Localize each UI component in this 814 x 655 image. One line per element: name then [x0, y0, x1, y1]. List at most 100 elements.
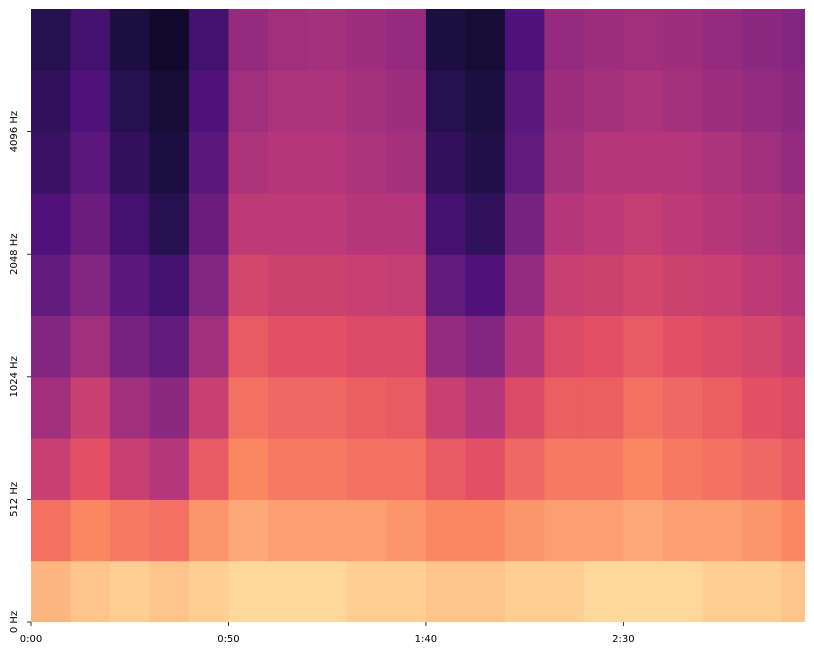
- spectrogram-cell: [504, 131, 545, 194]
- spectrogram-cell: [149, 376, 190, 439]
- spectrogram-cell: [544, 131, 585, 194]
- spectrogram-cell: [267, 438, 308, 500]
- spectrogram-cell: [307, 499, 348, 562]
- spectrogram-cell: [583, 70, 624, 133]
- spectrogram-cell: [346, 376, 387, 439]
- spectrogram-cell: [781, 192, 805, 255]
- spectrogram-cell: [781, 254, 805, 317]
- spectrogram-cell: [623, 376, 664, 439]
- spectrogram-cell: [188, 192, 229, 255]
- spectrogram-cell: [109, 315, 150, 378]
- spectrogram-cell: [741, 131, 782, 194]
- spectrogram-cell: [70, 131, 111, 194]
- y-tick-label: 512 Hz: [9, 482, 20, 517]
- spectrogram-cell: [228, 315, 269, 378]
- spectrogram-cell: [702, 254, 743, 317]
- spectrogram-cell: [623, 254, 664, 317]
- spectrogram-cell: [188, 438, 229, 500]
- spectrogram-cell: [662, 70, 703, 133]
- spectrogram-cell: [623, 192, 664, 255]
- spectrogram-cell: [583, 254, 624, 317]
- x-tick-label: 0:00: [20, 634, 42, 645]
- spectrogram-cell: [228, 70, 269, 133]
- spectrogram-cell: [781, 438, 805, 500]
- y-tick-label: 4096 Hz: [9, 111, 20, 152]
- spectrogram-cell: [307, 9, 348, 71]
- spectrogram-cell: [544, 254, 585, 317]
- spectrogram-cell: [188, 376, 229, 439]
- spectrogram-cell: [544, 376, 585, 439]
- spectrogram-cell: [662, 499, 703, 562]
- spectrogram-cell: [623, 9, 664, 71]
- spectrogram-cell: [149, 438, 190, 500]
- spectrogram-cell: [149, 192, 190, 255]
- spectrogram-cell: [70, 499, 111, 562]
- spectrogram-cell: [109, 560, 150, 622]
- spectrogram-cell: [70, 560, 111, 622]
- spectrogram-cell: [228, 254, 269, 317]
- spectrogram-cell: [662, 376, 703, 439]
- spectrogram-cell: [346, 560, 387, 622]
- spectrogram-cell: [386, 254, 427, 317]
- spectrogram-cell: [465, 254, 506, 317]
- spectrogram-cell: [109, 438, 150, 500]
- spectrogram-cell: [781, 70, 805, 133]
- spectrogram-cell: [702, 9, 743, 71]
- spectrogram-cell: [465, 499, 506, 562]
- spectrogram-cell: [741, 70, 782, 133]
- spectrogram-cell: [31, 499, 71, 562]
- spectrogram-cell: [149, 70, 190, 133]
- spectrogram-cell: [504, 499, 545, 562]
- spectrogram-cell: [31, 315, 71, 378]
- spectrogram-cell: [544, 438, 585, 500]
- spectrogram-cell: [702, 131, 743, 194]
- spectrogram-cell: [386, 438, 427, 500]
- spectrogram-cell: [109, 376, 150, 439]
- spectrogram-cell: [741, 9, 782, 71]
- spectrogram-cell: [267, 70, 308, 133]
- spectrogram-cell: [623, 315, 664, 378]
- spectrogram-cell: [781, 9, 805, 71]
- spectrogram-cell: [70, 9, 111, 71]
- spectrogram-cell: [188, 70, 229, 133]
- y-tick-label: 0 Hz: [9, 611, 20, 633]
- spectrogram-cell: [781, 376, 805, 439]
- spectrogram-cell: [781, 315, 805, 378]
- spectrogram-cell: [346, 315, 387, 378]
- spectrogram-cell: [465, 376, 506, 439]
- spectrogram-cell: [465, 192, 506, 255]
- spectrogram-cell: [425, 9, 466, 71]
- spectrogram-cell: [504, 192, 545, 255]
- spectrogram-cell: [623, 560, 664, 622]
- spectrogram-cell: [149, 9, 190, 71]
- spectrogram-cell: [267, 315, 308, 378]
- spectrogram-cell: [465, 70, 506, 133]
- x-tick-label: 2:30: [612, 634, 634, 645]
- spectrogram-cell: [109, 131, 150, 194]
- spectrogram-cell: [504, 9, 545, 71]
- spectrogram-cell: [267, 254, 308, 317]
- spectrogram-cell: [346, 438, 387, 500]
- spectrogram-cell: [188, 315, 229, 378]
- spectrogram-cell: [31, 192, 71, 255]
- spectrogram-cell: [267, 560, 308, 622]
- spectrogram-cell: [702, 438, 743, 500]
- spectrogram-cell: [662, 254, 703, 317]
- spectrogram-cell: [307, 254, 348, 317]
- spectrogram-cell: [188, 560, 229, 622]
- spectrogram-cell: [70, 376, 111, 439]
- spectrogram-cell: [583, 192, 624, 255]
- spectrogram-cell: [188, 9, 229, 71]
- spectrogram-cell: [70, 70, 111, 133]
- spectrogram-cell: [228, 560, 269, 622]
- spectrogram-cell: [583, 131, 624, 194]
- spectrogram-cell: [31, 9, 71, 71]
- spectrogram-cell: [149, 315, 190, 378]
- spectrogram-cell: [386, 560, 427, 622]
- spectrogram-cell: [228, 9, 269, 71]
- spectrogram-cell: [346, 499, 387, 562]
- spectrogram-cell: [109, 70, 150, 133]
- spectrogram-cell: [31, 254, 71, 317]
- spectrogram-cell: [386, 131, 427, 194]
